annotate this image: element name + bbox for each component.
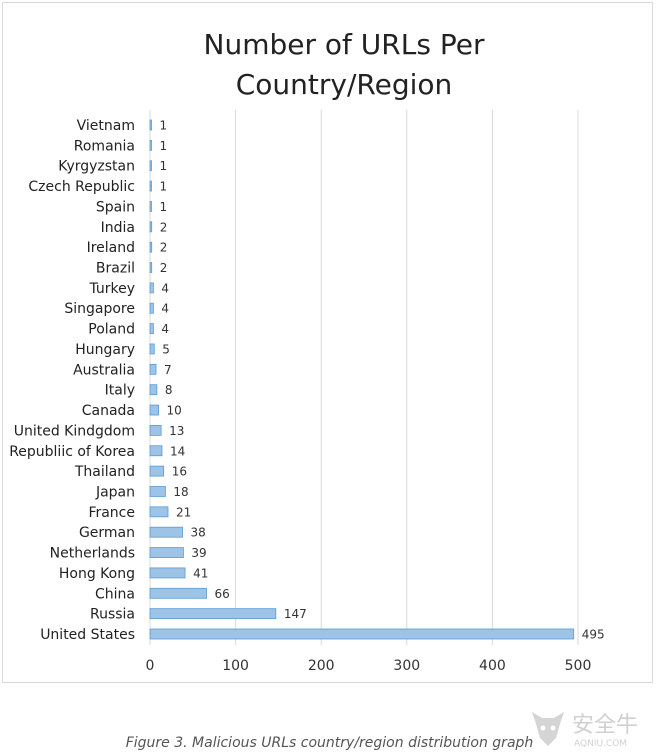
value-label: 66: [214, 587, 229, 601]
category-label: India: [101, 220, 135, 236]
bar: [149, 424, 162, 436]
value-label: 147: [284, 607, 307, 621]
value-label: 2: [160, 220, 168, 234]
bar: [149, 139, 152, 151]
bar: [149, 119, 152, 131]
bar: [149, 547, 184, 558]
value-label: 1: [160, 200, 168, 214]
category-labels: Vietnam Romania Kyrgyzstan Czech Republic Sp…: [9, 118, 135, 643]
bar: [149, 404, 159, 416]
category-label: Singapore: [64, 301, 135, 317]
value-label: 2: [160, 261, 168, 275]
value-label: 18: [173, 485, 188, 499]
category-label: United States: [40, 627, 135, 643]
category-label: German: [79, 525, 135, 541]
bar: [149, 486, 166, 497]
chart-title-line-2: Country/Region: [236, 68, 453, 101]
bar: [149, 526, 183, 538]
bar: [149, 628, 575, 640]
value-label: 4: [161, 302, 169, 316]
x-tick-label: 500: [565, 658, 592, 674]
category-label: Vietnam: [77, 118, 135, 134]
bar: [149, 465, 165, 477]
category-label: Spain: [96, 199, 135, 215]
bar: [149, 506, 169, 518]
value-label: 14: [170, 444, 185, 458]
bars: [149, 119, 575, 640]
category-label: Czech Republic: [28, 179, 135, 195]
category-label: Netherlands: [50, 546, 135, 562]
category-label: Italy: [105, 383, 135, 399]
category-label: France: [88, 505, 135, 521]
category-label: Brazil: [96, 261, 135, 277]
category-label: Hungary: [75, 342, 135, 358]
watermark: 安全牛 AQNIU.COM: [528, 702, 656, 752]
value-label: 2: [160, 241, 168, 255]
category-label: United Kindgdom: [14, 423, 135, 439]
category-label: Ireland: [87, 240, 135, 256]
bar: [149, 201, 152, 212]
chart-frame: Vietnam Romania Kyrgyzstan Czech Republic Sp…: [2, 2, 653, 683]
watermark-text: 安全牛: [572, 713, 638, 738]
watermark-subtext: AQNIU.COM: [574, 739, 627, 749]
figure-caption: Figure 3. Malicious URLs country/region …: [125, 735, 534, 751]
bar: [149, 282, 154, 294]
value-label: 8: [165, 383, 173, 397]
x-tick-label: 100: [222, 658, 249, 674]
value-label: 495: [582, 628, 605, 642]
x-tick-label: 300: [393, 658, 420, 674]
bar: [149, 567, 186, 579]
category-label: Republiic of Korea: [9, 444, 135, 460]
bull-logo-icon: [532, 712, 564, 746]
category-label: Hong Kong: [59, 566, 135, 582]
value-label: 13: [169, 424, 184, 438]
value-label: 4: [161, 281, 169, 295]
bar-chart: Vietnam Romania Kyrgyzstan Czech Republic Sp…: [9, 28, 605, 674]
bar: [149, 445, 163, 457]
value-label: 39: [191, 546, 206, 560]
value-label: 16: [172, 465, 187, 479]
value-label: 41: [193, 566, 208, 580]
value-label: 1: [160, 180, 168, 194]
category-label: Thailand: [74, 464, 135, 480]
category-label: Romania: [74, 138, 135, 154]
x-axis-ticks: 0 100 200 300 400 500: [146, 658, 592, 674]
bar: [149, 262, 153, 273]
bar: [149, 221, 153, 233]
category-label: Canada: [82, 403, 135, 419]
bar: [149, 180, 152, 192]
category-label: China: [95, 586, 135, 602]
value-label: 5: [162, 342, 170, 356]
value-label: 21: [176, 505, 191, 519]
bar: [149, 343, 155, 355]
value-label: 4: [161, 322, 169, 336]
bar: [149, 160, 152, 172]
category-label: Russia: [90, 607, 135, 623]
bar: [149, 302, 154, 314]
value-label: 38: [191, 526, 206, 540]
value-label: 7: [164, 363, 172, 377]
bar: [149, 587, 207, 599]
category-label: Turkey: [88, 281, 135, 297]
category-label: Kyrgyzstan: [58, 159, 135, 175]
category-label: Australia: [73, 362, 135, 378]
bar: [149, 363, 157, 375]
value-label: 1: [160, 139, 168, 153]
value-label: 1: [160, 119, 168, 133]
x-tick-label: 400: [479, 658, 506, 674]
bar: [149, 384, 158, 396]
x-tick-label: 0: [146, 658, 155, 674]
bar: [149, 241, 153, 253]
chart-title-line-1: Number of URLs Per: [204, 28, 485, 61]
x-tick-label: 200: [308, 658, 335, 674]
value-label: 10: [167, 404, 182, 418]
gridlines: [149, 110, 579, 645]
bar: [149, 323, 154, 335]
category-label: Japan: [95, 484, 135, 500]
bar: [149, 608, 277, 620]
value-label: 1: [160, 159, 168, 173]
category-label: Poland: [88, 322, 135, 338]
